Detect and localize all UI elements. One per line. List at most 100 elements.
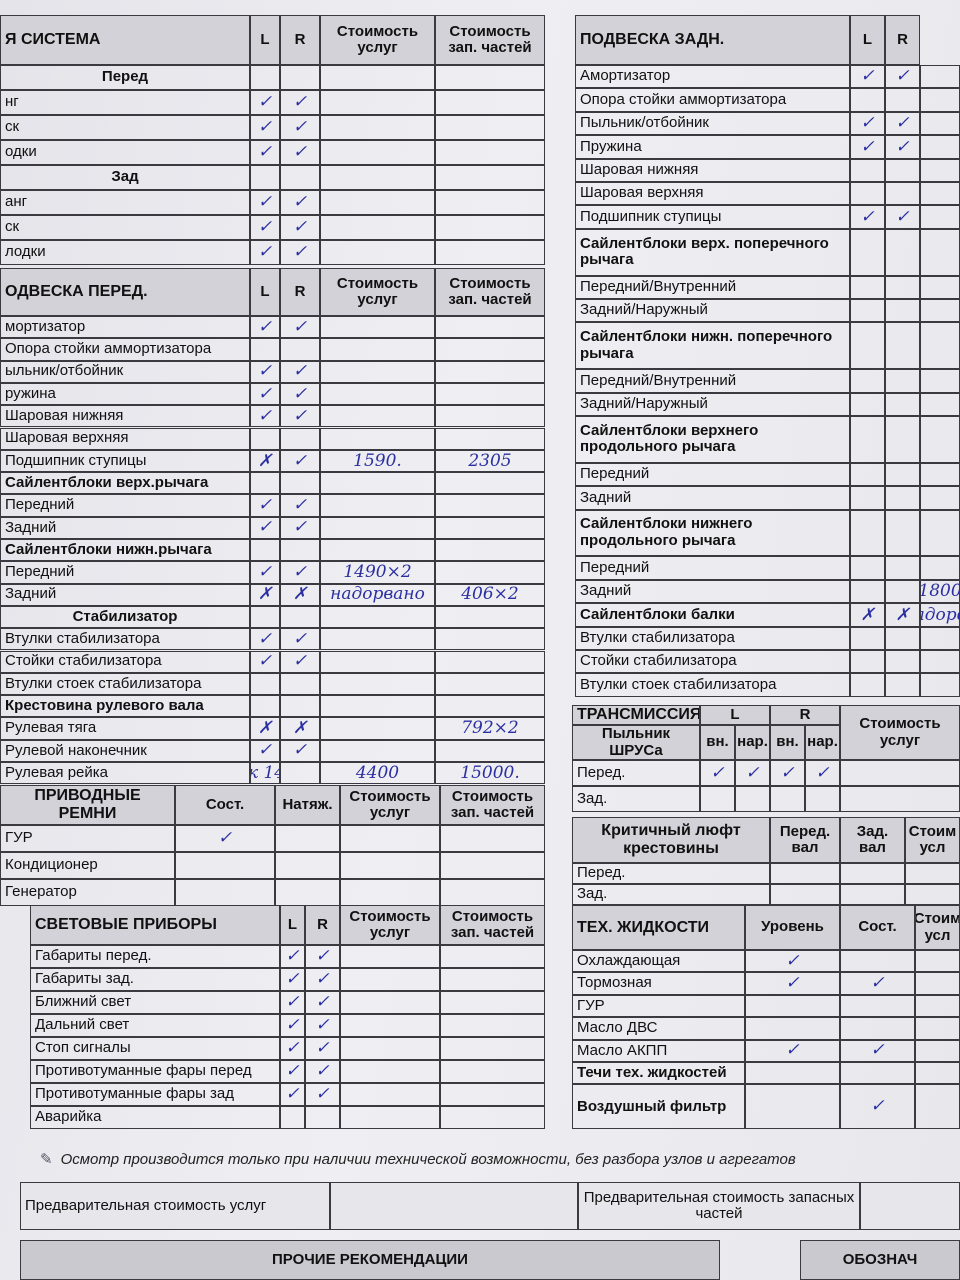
handwritten-entry: ✓ bbox=[250, 140, 280, 165]
column-header: Критичный люфт крестовины bbox=[572, 817, 770, 863]
empty-cell bbox=[885, 369, 920, 393]
empty-cell bbox=[340, 945, 440, 968]
empty-cell bbox=[905, 863, 960, 884]
empty-cell bbox=[920, 369, 960, 393]
handwritten-entry: ✓ bbox=[305, 1060, 340, 1083]
column-header: вн. bbox=[700, 725, 735, 760]
empty-cell bbox=[280, 672, 320, 696]
handwritten-entry: ✓ bbox=[280, 360, 320, 383]
handwritten-entry: ✓ bbox=[885, 135, 920, 159]
empty-cell bbox=[340, 879, 440, 906]
empty-cell bbox=[735, 786, 770, 812]
empty-cell bbox=[250, 338, 280, 361]
empty-cell bbox=[320, 338, 435, 361]
empty-cell bbox=[250, 695, 280, 718]
handwritten-entry: ✓ bbox=[850, 65, 885, 89]
empty-cell bbox=[770, 786, 805, 812]
empty-cell bbox=[320, 717, 435, 740]
empty-cell bbox=[840, 760, 960, 786]
row-label: Перед. bbox=[572, 863, 770, 884]
handwritten-entry: ✓ bbox=[250, 405, 280, 428]
empty-cell bbox=[850, 299, 885, 323]
empty-cell bbox=[850, 322, 885, 370]
column-header: вн. bbox=[770, 725, 805, 760]
column-header: ПОДВЕСКА ЗАДН. bbox=[575, 15, 850, 65]
handwritten-entry: ✓ bbox=[250, 240, 280, 265]
empty-cell bbox=[920, 673, 960, 697]
empty-cell bbox=[920, 65, 960, 89]
handwritten-entry: ✓ bbox=[305, 945, 340, 968]
empty-cell bbox=[435, 472, 545, 495]
empty-cell bbox=[435, 650, 545, 673]
row-label: Задний bbox=[575, 579, 850, 604]
empty-cell bbox=[885, 626, 920, 650]
handwritten-entry: 15000. bbox=[435, 762, 545, 785]
empty-cell bbox=[435, 672, 545, 696]
row-label: Габариты перед. bbox=[30, 945, 280, 968]
row-label: Рулевая тяга bbox=[0, 717, 250, 740]
empty-cell bbox=[850, 275, 885, 299]
empty-cell bbox=[920, 626, 960, 650]
column-header: L bbox=[250, 268, 280, 316]
handwritten-entry: ✓ bbox=[745, 1039, 840, 1062]
column-header: Стоимость услуг bbox=[320, 15, 435, 65]
row-label: Амортизатор bbox=[575, 65, 850, 89]
handwritten-entry: ✗ bbox=[885, 603, 920, 627]
handwritten-entry: ✓ bbox=[280, 945, 305, 968]
empty-cell bbox=[320, 240, 435, 265]
empty-cell bbox=[885, 509, 920, 557]
empty-cell bbox=[435, 215, 545, 240]
handwritten-entry: ✓ bbox=[280, 215, 320, 240]
empty-cell bbox=[915, 1062, 960, 1085]
column-header: Сост. bbox=[840, 905, 915, 950]
empty-cell bbox=[885, 650, 920, 674]
row-label: анг bbox=[0, 190, 250, 215]
handwritten-entry: ✓ bbox=[745, 950, 840, 973]
empty-cell bbox=[435, 516, 545, 539]
handwritten-entry: 1800 bbox=[920, 579, 960, 604]
row-label: Задний/Наружный bbox=[575, 299, 850, 323]
row-label: Втулки стоек стабилизатора bbox=[575, 673, 850, 697]
handwritten-entry: ✓ bbox=[250, 316, 280, 339]
empty-cell bbox=[320, 382, 435, 406]
empty-cell bbox=[175, 852, 275, 879]
empty-cell bbox=[850, 182, 885, 206]
empty-cell bbox=[440, 1083, 545, 1106]
row-label: Аварийка bbox=[30, 1106, 280, 1129]
handwritten-entry: ✓ bbox=[250, 115, 280, 140]
empty-cell bbox=[250, 605, 280, 629]
row-label: ГУР bbox=[572, 994, 745, 1018]
row-label: Передний/Внутренний bbox=[575, 275, 850, 299]
handwritten-entry: ✓ bbox=[280, 1037, 305, 1060]
empty-cell bbox=[885, 556, 920, 580]
empty-cell bbox=[275, 852, 340, 879]
column-header: R bbox=[305, 905, 340, 945]
row-label: Передний bbox=[0, 561, 250, 584]
empty-cell bbox=[915, 994, 960, 1018]
handwritten-entry: ✓ bbox=[885, 205, 920, 229]
row-label: Подшипник ступицы bbox=[575, 205, 850, 229]
empty-cell bbox=[440, 879, 545, 906]
row-label: Сайлентблоки верх. поперечного рычага bbox=[575, 228, 850, 276]
row-label: Задний bbox=[575, 486, 850, 510]
empty-cell bbox=[915, 1084, 960, 1130]
empty-cell bbox=[840, 1062, 915, 1085]
row-label: ружина bbox=[0, 382, 250, 406]
empty-cell bbox=[850, 579, 885, 604]
empty-cell bbox=[920, 158, 960, 182]
handwritten-entry: ✓ bbox=[280, 316, 320, 339]
empty-cell bbox=[850, 369, 885, 393]
empty-cell bbox=[280, 605, 320, 629]
row-label: Шаровая верхняя bbox=[0, 427, 250, 450]
empty-cell bbox=[320, 65, 435, 90]
legend-header: ОБОЗНАЧ bbox=[800, 1240, 960, 1280]
column-header: ОДВЕСКА ПЕРЕД. bbox=[0, 268, 250, 316]
row-label: Зад bbox=[0, 165, 250, 190]
column-header: Стоимость зап. частей bbox=[440, 785, 545, 825]
empty-cell bbox=[920, 182, 960, 206]
handwritten-entry: надорва bbox=[920, 603, 960, 627]
empty-cell bbox=[320, 140, 435, 165]
empty-cell bbox=[920, 135, 960, 159]
empty-cell bbox=[920, 88, 960, 112]
column-header: L bbox=[850, 15, 885, 65]
